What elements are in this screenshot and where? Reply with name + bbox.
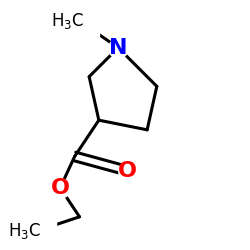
- Text: N: N: [109, 38, 128, 58]
- Text: $\mathrm{H_3C}$: $\mathrm{H_3C}$: [8, 221, 41, 241]
- Text: O: O: [51, 178, 70, 198]
- Text: O: O: [118, 161, 137, 181]
- Text: $\mathrm{H_3C}$: $\mathrm{H_3C}$: [51, 11, 84, 31]
